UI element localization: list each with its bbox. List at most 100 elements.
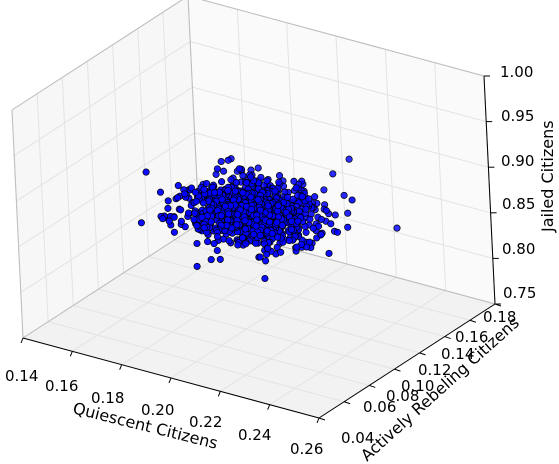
x-tick-label: 0.18: [91, 389, 124, 407]
data-point: [287, 217, 296, 225]
z-tick-label: 1.00: [500, 63, 533, 81]
data-point: [213, 246, 221, 255]
data-point: [302, 205, 310, 213]
data-point: [263, 250, 271, 258]
pane-edge: [187, 0, 200, 225]
data-point: [142, 168, 150, 176]
data-point: [235, 165, 243, 173]
data-point: [231, 187, 239, 195]
data-point: [317, 215, 325, 223]
data-point: [285, 237, 293, 245]
x-tick: [69, 351, 73, 357]
y-tick: [469, 319, 477, 323]
data-point: [340, 191, 348, 199]
data-point: [333, 228, 342, 236]
data-point: [200, 224, 208, 232]
data-point: [247, 173, 255, 181]
data-point: [242, 240, 250, 248]
data-point: [234, 241, 242, 249]
data-point: [225, 237, 233, 245]
data-point: [159, 215, 167, 223]
x-tick: [20, 337, 24, 344]
data-point: [164, 197, 172, 205]
data-point: [225, 210, 233, 218]
data-point: [256, 253, 264, 261]
data-point: [247, 205, 255, 213]
data-point: [177, 217, 185, 225]
y-axis-line: [318, 303, 496, 419]
data-point: [305, 195, 313, 203]
y-tick: [343, 401, 351, 405]
y-tick-label: 0.14: [441, 345, 474, 363]
left-pane: [12, 0, 199, 338]
data-point: [216, 255, 224, 263]
y-tick: [444, 336, 451, 340]
data-point: [329, 170, 337, 178]
data-point: [256, 231, 264, 239]
data-point: [287, 225, 296, 234]
data-point: [137, 219, 145, 227]
data-point: [190, 215, 198, 224]
data-point: [253, 216, 261, 224]
data-point: [344, 223, 352, 231]
data-point: [261, 274, 269, 283]
data-point: [345, 155, 353, 163]
data-point: [274, 202, 282, 210]
data-point: [322, 207, 330, 215]
x-tick-label: 0.14: [5, 367, 38, 385]
data-point: [252, 222, 260, 230]
z-tick-label: 0.80: [502, 240, 535, 258]
data-point: [268, 229, 276, 237]
data-point: [233, 221, 241, 229]
data-point: [207, 218, 215, 226]
data-point: [274, 233, 282, 241]
x-tick-marks: [20, 337, 320, 424]
data-point: [348, 196, 356, 204]
y-tick-label: 0.18: [483, 308, 516, 326]
data-point: [203, 179, 211, 188]
data-point: [309, 224, 317, 232]
data-point: [302, 228, 310, 236]
data-point: [247, 193, 255, 201]
data-point: [224, 186, 232, 195]
data-point: [241, 217, 249, 225]
data-point: [234, 210, 242, 219]
data-point: [177, 206, 185, 214]
data-point: [210, 240, 218, 248]
x-tick: [267, 404, 271, 410]
data-point: [293, 243, 301, 251]
data-point: [213, 233, 222, 241]
x-tick: [119, 364, 123, 370]
data-point: [193, 239, 201, 248]
z-tick-label: 0.85: [502, 195, 535, 213]
data-point: [218, 178, 226, 186]
y-tick-label: 0.12: [418, 361, 451, 379]
data-point: [184, 209, 193, 217]
data-point: [210, 189, 219, 197]
data-point: [263, 177, 271, 185]
x-tick: [316, 417, 320, 424]
data-point: [325, 249, 333, 257]
data-point: [227, 176, 235, 184]
data-point: [193, 222, 201, 230]
y-tick-label: 0.04: [341, 429, 374, 447]
y-tick-label: 0.06: [363, 398, 396, 416]
data-point: [191, 188, 199, 196]
data-point: [165, 217, 173, 225]
data-point: [156, 188, 165, 196]
data-point: [170, 228, 178, 236]
z-tick-label: 0.75: [503, 284, 536, 302]
data-point: [320, 186, 328, 194]
y-tick-label: 0.08: [386, 387, 419, 405]
x-tick-label: 0.16: [45, 377, 78, 395]
pane-edge: [11, 109, 24, 339]
data-point: [298, 193, 306, 201]
data-point: [232, 179, 240, 187]
data-point: [170, 213, 178, 221]
data-point: [241, 225, 249, 233]
z-axis-line: [483, 75, 496, 305]
data-point: [311, 193, 319, 201]
data-point: [264, 244, 272, 252]
y-tick: [394, 368, 401, 372]
